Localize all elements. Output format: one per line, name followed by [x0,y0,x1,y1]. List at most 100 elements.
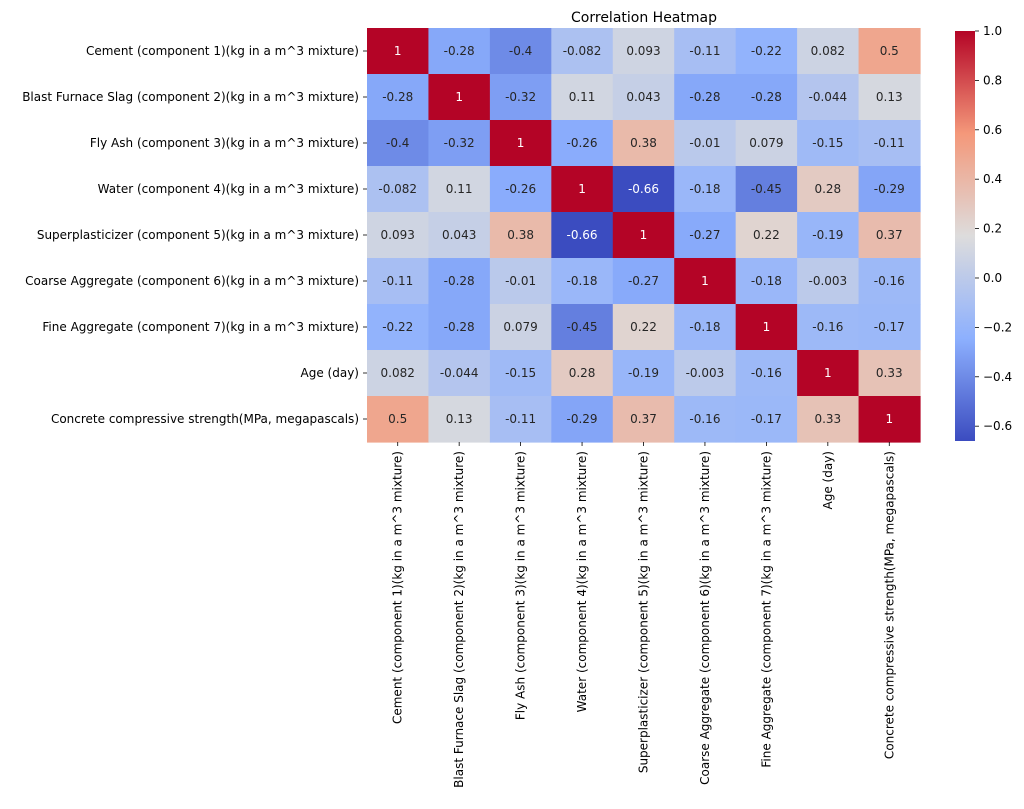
heatmap-cell [612,350,675,397]
heatmap-cell-value: -0.003 [686,366,725,380]
heatmap-cell [858,304,921,351]
heatmap-cell [858,350,921,397]
heatmap-cell [428,396,491,443]
colorbar-tick-label: 0.8 [983,73,1002,87]
x-tick-label: Fine Aggregate (component 7)(kg in a m^3… [759,451,773,768]
heatmap-cell-value: 0.28 [814,182,841,196]
colorbar-tick-label: 0.6 [983,123,1002,137]
heatmap-cell [735,212,798,259]
heatmap-cell-value: 0.22 [630,320,657,334]
heatmap-cell [735,28,798,75]
y-tick-label: Coarse Aggregate (component 6)(kg in a m… [25,274,359,288]
y-tick-label: Fine Aggregate (component 7)(kg in a m^3… [42,320,359,334]
colorbar-tick-label: −0.6 [983,419,1012,433]
heatmap-cell [797,212,860,259]
heatmap-cell [858,258,921,305]
heatmap-cell-value: -0.082 [378,182,417,196]
heatmap-cell-value: 1 [640,228,648,242]
heatmap-cell-value: 0.079 [749,136,783,150]
heatmap-cell [735,396,798,443]
heatmap-cell-value: -0.66 [567,228,598,242]
heatmap-cell-value: -0.11 [689,44,720,58]
heatmap-cell-value: -0.28 [382,90,413,104]
heatmap-cell [489,304,552,351]
heatmap-cell-value: -0.17 [874,320,905,334]
x-tick-label: Age (day) [821,451,835,509]
heatmap-cell [735,304,798,351]
heatmap-cells: 1 -0.28 -0.4 -0.082 0.093 -0.11 -0.22 0.082 0.5 -… [367,28,921,443]
heatmap-cell [612,120,675,167]
colorbar-tick-label: −0.4 [983,370,1012,384]
heatmap-cell-value: -0.16 [751,366,782,380]
heatmap-cell-value: 0.082 [811,44,845,58]
y-tick-label: Concrete compressive strength(MPa, megap… [51,412,359,426]
heatmap-cell [612,258,675,305]
heatmap-cell-value: 0.079 [503,320,537,334]
heatmap-cell [367,304,430,351]
heatmap-cell-value: -0.29 [567,412,598,426]
heatmap-cell-value: -0.082 [563,44,602,58]
heatmap-cell-value: -0.01 [689,136,720,150]
heatmap-cell-value: -0.26 [505,182,536,196]
heatmap-cell [489,166,552,213]
heatmap-cell-value: -0.11 [505,412,536,426]
heatmap-cell [858,74,921,121]
heatmap-cell [367,74,430,121]
heatmap-cell-value: -0.27 [628,274,659,288]
heatmap-cell-value: 0.093 [381,228,415,242]
heatmap-cell [489,396,552,443]
heatmap-cell-value: 0.5 [880,44,899,58]
heatmap-cell [735,350,798,397]
heatmap-cell-value: -0.044 [440,366,479,380]
heatmap-cell-value: -0.18 [689,320,720,334]
heatmap-cell-value: -0.18 [689,182,720,196]
heatmap-cell-value: 0.22 [753,228,780,242]
heatmap-cell [797,396,860,443]
heatmap-cell [428,74,491,121]
heatmap-cell-value: -0.28 [751,90,782,104]
heatmap-cell [797,304,860,351]
heatmap-cell-value: -0.45 [567,320,598,334]
heatmap-cell [735,166,798,213]
heatmap-cell [735,258,798,305]
heatmap-cell-value: -0.27 [689,228,720,242]
heatmap-cell-value: -0.22 [382,320,413,334]
heatmap-cell-value: 0.13 [446,412,473,426]
heatmap-cell-value: 1 [763,320,771,334]
colorbar-tick-label: 1.0 [983,24,1002,38]
x-tick-label: Fly Ash (component 3)(kg in a m^3 mixtur… [514,451,528,720]
heatmap-cell [551,350,614,397]
heatmap-cell [428,28,491,75]
colorbar-gradient [955,31,975,441]
heatmap-cell-value: -0.45 [751,182,782,196]
heatmap-cell [367,120,430,167]
heatmap-cell [674,304,737,351]
heatmap-cell-value: 0.11 [569,90,596,104]
x-tick-label: Water (component 4)(kg in a m^3 mixture) [575,451,589,712]
colorbar: 1.0 0.8 0.6 0.4 0.2 0.0 −0.2 −0.4 −0.6 [955,24,1012,441]
heatmap-cell-value: 0.5 [388,412,407,426]
heatmap-cell [489,258,552,305]
heatmap-cell [367,350,430,397]
heatmap-cell-value: 1 [578,182,586,196]
heatmap-cell-value: -0.11 [874,136,905,150]
heatmap-cell [551,304,614,351]
heatmap-cell [797,74,860,121]
heatmap-cell-value: -0.4 [386,136,409,150]
heatmap-cell-value: -0.15 [505,366,536,380]
heatmap-cell-value: -0.32 [444,136,475,150]
heatmap-cell [797,166,860,213]
heatmap-cell-value: 0.043 [626,90,660,104]
heatmap-cell [428,166,491,213]
colorbar-ticks: 1.0 0.8 0.6 0.4 0.2 0.0 −0.2 −0.4 −0.6 [975,24,1012,433]
heatmap-cell-value: -0.29 [874,182,905,196]
y-tick-label: Water (component 4)(kg in a m^3 mixture) [98,182,359,196]
heatmap-cell-value: 1 [455,90,463,104]
heatmap-cell [612,166,675,213]
heatmap-cell-value: -0.11 [382,274,413,288]
colorbar-tick-label: 0.2 [983,222,1002,236]
x-tick-label: Coarse Aggregate (component 6)(kg in a m… [698,451,712,785]
heatmap-cell [551,74,614,121]
heatmap-cell-value: -0.28 [444,44,475,58]
